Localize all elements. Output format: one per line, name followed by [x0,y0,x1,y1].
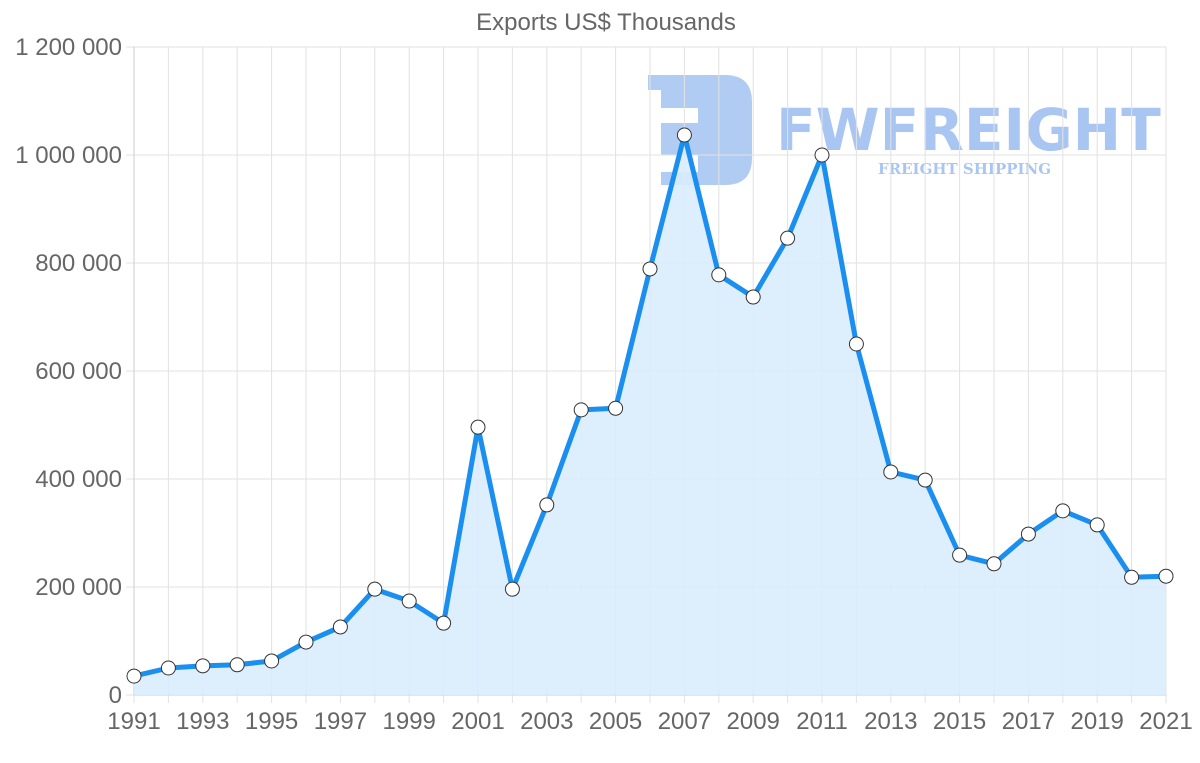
y-axis: 0 200 000 400 000 600 000 800 000 1 000 000 1 … [15,34,122,709]
data-point [1020,526,1036,542]
data-point [883,464,899,480]
area-fill [134,135,1166,695]
x-tick-label: 1997 [314,708,367,735]
data-point [401,593,417,609]
x-tick-label: 1991 [107,708,160,735]
x-axis: 1991 1993 1995 1997 1999 2001 2003 2005 2007 2009… [107,708,1192,735]
data-point [539,497,555,513]
y-tick-label: 600 000 [35,358,122,385]
data-point [229,657,245,673]
chart-title: Exports US$ Thousands [476,9,736,36]
data-point [436,615,452,631]
x-tick-label: 2013 [864,708,917,735]
data-point [573,402,589,418]
data-point [745,289,761,305]
data-point [642,261,658,277]
data-point [504,581,520,597]
data-point [1158,568,1174,584]
data-point [1055,503,1071,519]
data-point [470,419,486,435]
data-points [126,127,1174,684]
x-tick-label: 2011 [796,708,848,735]
x-tick-label: 2021 [1139,708,1192,735]
data-point [814,147,830,163]
x-tick-label: 2005 [589,708,642,735]
data-point [676,127,692,143]
x-tick-label: 1995 [245,708,298,735]
data-point [1089,517,1105,533]
area-path [134,135,1166,695]
data-point [952,547,968,563]
data-point [332,619,348,635]
y-tick-label: 1 200 000 [15,34,122,61]
data-point [160,660,176,676]
data-point [986,556,1002,572]
x-tick-label: 2015 [933,708,986,735]
watermark-tagline: FREIGHT SHIPPING [878,160,1051,178]
fwfreight-logo-icon [648,75,752,185]
y-tick-label: 400 000 [35,466,122,493]
x-tick-label: 1993 [176,708,229,735]
data-point [1124,569,1140,585]
y-tick-label: 1 000 000 [15,142,122,169]
x-tick-label: 2001 [451,708,504,735]
data-point [711,267,727,283]
data-point [848,336,864,352]
data-point [780,230,796,246]
x-tick-label: 2017 [1002,708,1055,735]
x-tick-label: 2009 [727,708,780,735]
data-point [367,581,383,597]
data-point [608,400,624,416]
data-point [298,634,314,650]
x-tick-label: 2003 [520,708,573,735]
x-tick-label: 1999 [383,708,436,735]
data-point [126,668,142,684]
y-tick-label: 0 [109,682,122,709]
y-tick-label: 200 000 [35,574,122,601]
data-point [195,658,211,674]
y-tick-label: 800 000 [35,250,122,277]
data-point [264,653,280,669]
x-tick-label: 2019 [1071,708,1124,735]
fwfreight-watermark: FWFREIGHT FREIGHT SHIPPING [648,75,1161,185]
data-point [917,472,933,488]
watermark-brand: FWFREIGHT [776,96,1161,164]
x-tick-label: 2007 [658,708,711,735]
